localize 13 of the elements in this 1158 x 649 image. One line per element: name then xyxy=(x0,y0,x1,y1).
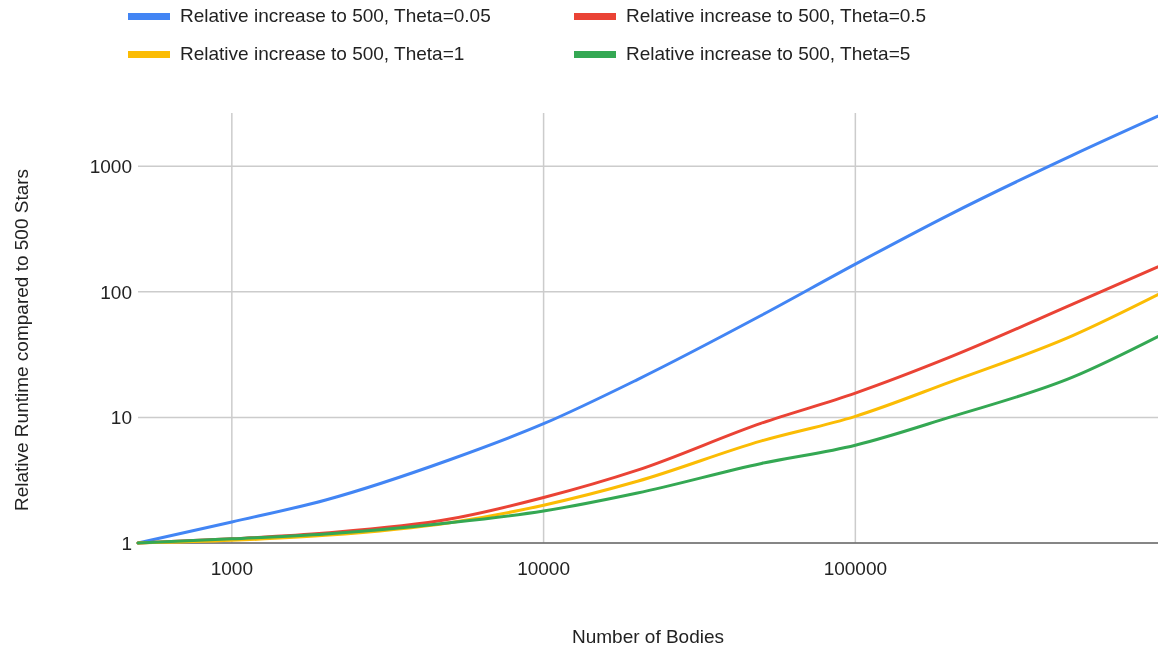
x-tick-label: 10000 xyxy=(517,558,571,579)
y-tick-label: 10 xyxy=(110,407,132,429)
x-axis-title: Number of Bodies xyxy=(571,626,725,647)
y-tick-label: 1000 xyxy=(89,156,132,178)
y-tick-label: 100 xyxy=(100,281,132,303)
legend-label: Relative increase to 500, Theta=1 xyxy=(180,43,465,64)
legend-label: Relative increase to 500, Theta=0.05 xyxy=(180,5,491,26)
legend-label: Relative increase to 500, Theta=5 xyxy=(626,43,911,64)
x-tick-label: 100000 xyxy=(823,558,888,579)
x-tick-label: 1000 xyxy=(210,558,253,579)
y-axis-title: Relative Runtime compared to 500 Stars xyxy=(11,168,32,512)
y-tick-label: 1 xyxy=(121,533,132,554)
legend-label: Relative increase to 500, Theta=0.5 xyxy=(626,5,927,26)
